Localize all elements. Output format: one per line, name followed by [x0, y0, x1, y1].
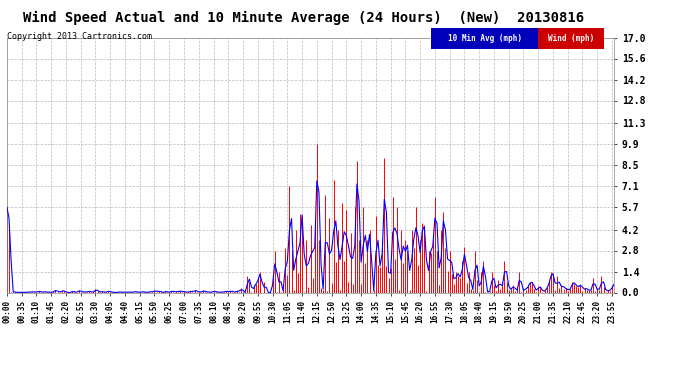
Text: Wind Speed Actual and 10 Minute Average (24 Hours)  (New)  20130816: Wind Speed Actual and 10 Minute Average … — [23, 11, 584, 26]
Text: Copyright 2013 Cartronics.com: Copyright 2013 Cartronics.com — [7, 32, 152, 41]
Text: Wind (mph): Wind (mph) — [548, 34, 594, 43]
Text: 10 Min Avg (mph): 10 Min Avg (mph) — [448, 34, 522, 43]
